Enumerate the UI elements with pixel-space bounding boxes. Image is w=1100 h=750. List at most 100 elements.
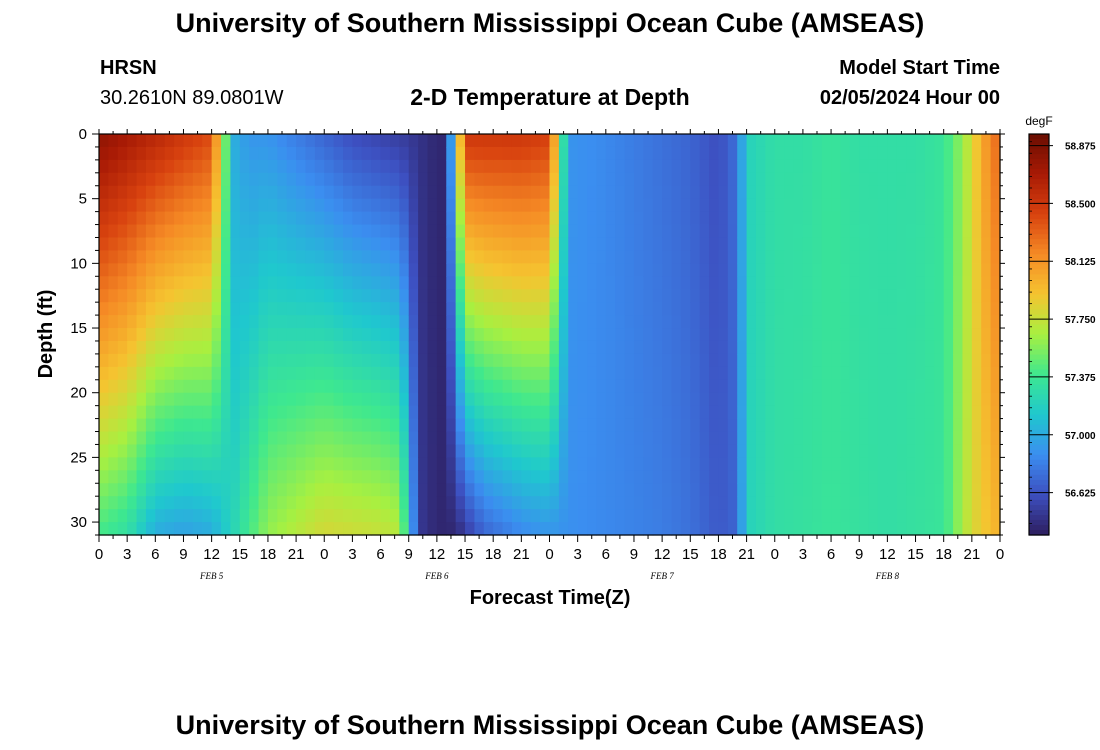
heatmap-cell [774, 146, 785, 161]
heatmap-cell [821, 405, 832, 420]
heatmap-cell [943, 483, 954, 497]
heatmap-cell [324, 353, 335, 368]
heatmap-cell [887, 444, 898, 458]
heatmap-cell [436, 457, 447, 471]
heatmap-cell [755, 146, 766, 161]
heatmap-cell [521, 315, 532, 329]
heatmap-cell [680, 418, 691, 433]
heatmap-cell [887, 250, 898, 264]
heatmap-cell [436, 146, 447, 161]
heatmap-cell [324, 496, 335, 510]
heatmap-cell [277, 483, 288, 497]
heatmap-cell [971, 470, 982, 484]
heatmap-cell [296, 263, 307, 277]
heatmap-cell [483, 444, 494, 458]
heatmap-cell [455, 328, 466, 342]
heatmap-cell [221, 289, 231, 303]
heatmap-cell [934, 457, 945, 471]
heatmap-cell [277, 289, 288, 303]
heatmap-cell [821, 172, 832, 187]
heatmap-cell [587, 250, 598, 264]
heatmap-cell [971, 159, 982, 174]
heatmap-cell [183, 483, 194, 497]
heatmap-cell [812, 237, 823, 252]
heatmap-cell [605, 328, 616, 342]
heatmap-cell [812, 276, 823, 290]
heatmap-cell [483, 237, 494, 252]
heatmap-cell [427, 250, 438, 264]
heatmap-cell [718, 379, 729, 394]
heatmap-cell [671, 237, 682, 252]
heatmap-cell [277, 366, 288, 381]
heatmap-cell [455, 185, 466, 200]
heatmap-cell [174, 237, 185, 252]
heatmap-cell [314, 172, 325, 187]
heatmap-cell [258, 185, 269, 200]
heatmap-cell [671, 457, 682, 471]
heatmap-cell [877, 289, 888, 303]
heatmap-cell [540, 289, 551, 303]
heatmap-cell [887, 328, 898, 342]
heatmap-cell [314, 405, 325, 420]
heatmap-cell [446, 431, 457, 446]
heatmap-cell [577, 444, 588, 458]
heatmap-cell [352, 418, 363, 433]
heatmap-cell [709, 509, 720, 523]
heatmap-cell [906, 315, 917, 329]
heatmap-cell [483, 263, 494, 277]
heatmap-cell [361, 237, 372, 252]
heatmap-cell [699, 237, 710, 252]
heatmap-cell [652, 392, 663, 407]
heatmap-cell [549, 328, 560, 342]
heatmap-cell [239, 379, 250, 394]
colorbar-segment [1029, 344, 1049, 351]
heatmap-cell [483, 185, 494, 200]
heatmap-cell [418, 470, 429, 484]
heatmap-cell [511, 483, 522, 497]
heatmap-cell [277, 496, 288, 510]
heatmap-cell [568, 250, 579, 264]
heatmap-cell [174, 211, 185, 226]
heatmap-cell [352, 470, 363, 484]
heatmap-cell [164, 366, 175, 381]
heatmap-cell [277, 211, 288, 226]
heatmap-cell [915, 146, 926, 161]
heatmap-cell [662, 146, 673, 161]
heatmap-cell [568, 134, 579, 148]
heatmap-cell [765, 457, 776, 471]
heatmap-cell [361, 198, 372, 213]
heatmap-cell [136, 340, 147, 355]
model-start-label: Model Start Time [839, 57, 1000, 79]
heatmap-cell [699, 146, 710, 161]
heatmap-cell [596, 134, 607, 148]
y-tick-label: 15 [70, 320, 87, 337]
heatmap-cell [418, 211, 429, 226]
heatmap-cell [746, 237, 757, 252]
heatmap-cell [221, 250, 231, 264]
colorbar-segment [1029, 459, 1049, 466]
heatmap-cell [436, 315, 447, 329]
heatmap-cell [746, 353, 757, 368]
heatmap-cell [755, 509, 766, 523]
heatmap-cell [643, 392, 654, 407]
heatmap-cell [183, 418, 194, 433]
heatmap-cell [164, 509, 175, 523]
heatmap-cell [371, 172, 382, 187]
heatmap-cell [117, 263, 128, 277]
heatmap-cell [962, 405, 973, 420]
heatmap-cell [624, 159, 635, 174]
heatmap-cell [784, 263, 795, 277]
heatmap-cell [164, 418, 175, 433]
heatmap-cell [99, 379, 109, 394]
heatmap-cell [117, 237, 128, 252]
heatmap-cell [249, 340, 260, 355]
heatmap-cell [183, 237, 194, 252]
heatmap-cell [680, 496, 691, 510]
heatmap-cell [361, 224, 372, 239]
heatmap-cell [418, 496, 429, 510]
heatmap-cell [877, 198, 888, 213]
heatmap-cell [380, 172, 391, 187]
heatmap-cell [755, 444, 766, 458]
heatmap-cell [605, 431, 616, 446]
heatmap-cell [540, 172, 551, 187]
